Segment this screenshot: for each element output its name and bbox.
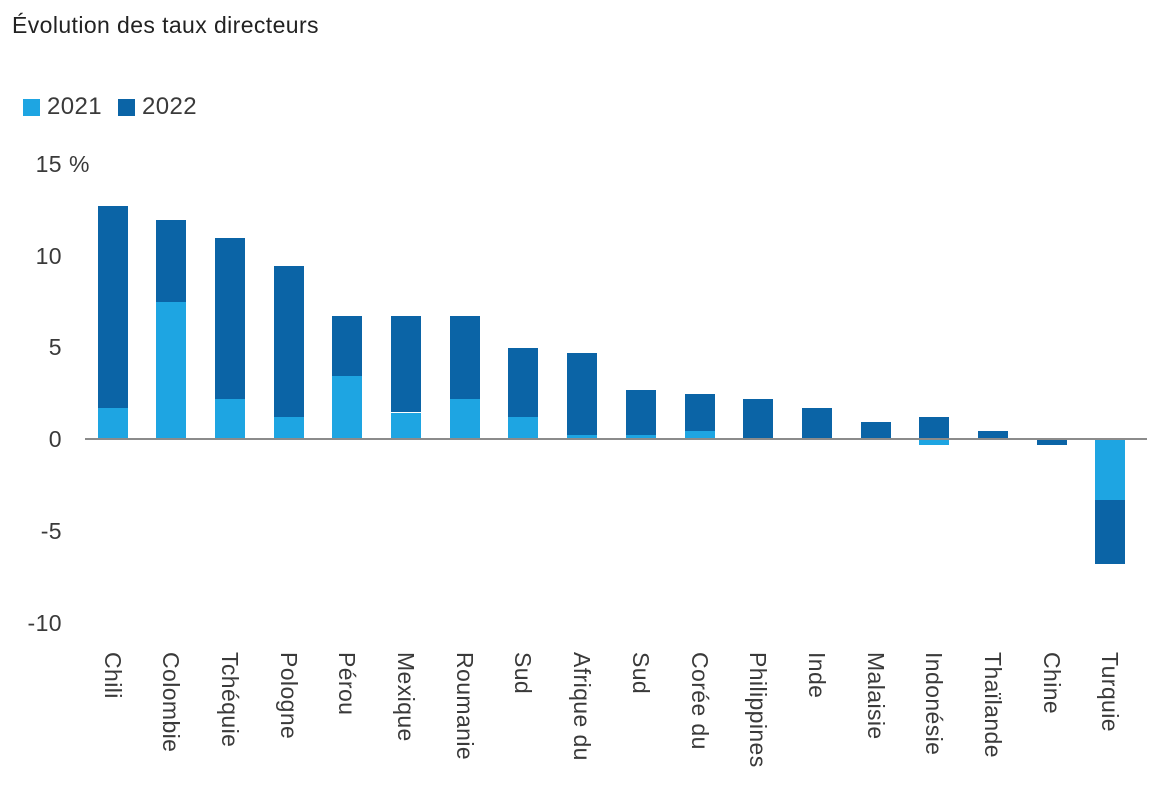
x-axis-label: Inde — [804, 652, 830, 699]
bar-segment-2021-chili — [98, 407, 128, 440]
bar-segment-2022-sud — [508, 348, 538, 418]
bar-segment-2021-cor-e-du — [685, 430, 715, 440]
x-axis-label: Malaisie — [863, 652, 889, 740]
x-axis-label: Corée du — [687, 652, 713, 750]
x-axis-label: Indonésie — [921, 652, 947, 756]
x-axis-line — [85, 438, 1147, 440]
bar-segment-2022-tha-lande — [978, 430, 1008, 440]
bar-segment-2022-sud — [626, 389, 656, 436]
legend-label-2021: 2021 — [47, 93, 102, 120]
bar-segment-2021-colombie — [156, 302, 186, 440]
legend-swatch-2021 — [23, 98, 40, 116]
legend-item-2022: 2022 — [118, 93, 197, 121]
legend-item-2021: 2021 — [23, 93, 102, 121]
y-axis-unit: % — [69, 151, 90, 177]
bar-segment-2021-pologne — [274, 417, 304, 440]
legend-swatch-2022 — [118, 98, 135, 116]
x-axis-label: Pologne — [276, 652, 302, 740]
bar-segment-2021-sud — [508, 417, 538, 440]
bar-segment-2022-malaisie — [861, 421, 891, 440]
legend: 2021 2022 — [23, 93, 197, 121]
x-axis-label: Thaïlande — [980, 652, 1006, 758]
bar-segment-2021-mexique — [391, 412, 421, 440]
x-axis-label: Chili — [100, 652, 126, 699]
bar-segment-2021-roumanie — [450, 398, 480, 440]
bar-segment-2022-indon-sie — [919, 417, 949, 440]
bar-segment-2022-pologne — [274, 265, 304, 418]
bar-segment-2022-roumanie — [450, 316, 480, 399]
x-axis-label: Mexique — [393, 652, 419, 742]
x-axis-label: Pérou — [334, 652, 360, 716]
bar-segment-2022-p-rou — [332, 316, 362, 376]
x-axis-label: Roumanie — [452, 652, 478, 761]
bar-segment-2022-colombie — [156, 219, 186, 303]
legend-label-2022: 2022 — [142, 93, 197, 120]
x-axis-label: Sud — [628, 652, 654, 695]
x-axis-label: Tchéquie — [217, 652, 243, 748]
x-axis-label: Sud — [510, 652, 536, 695]
y-axis-tick-15: 15 — [35, 151, 62, 177]
x-axis-label: Philippines — [745, 652, 771, 768]
bar-segment-2021-tch-quie — [215, 398, 245, 440]
x-axis-label: Turquie — [1097, 652, 1123, 732]
bar-segment-2022-philippines — [743, 398, 773, 440]
x-axis-label: Colombie — [158, 652, 184, 753]
x-axis-label: Chine — [1039, 652, 1065, 715]
chart-title: Évolution des taux directeurs — [12, 12, 319, 38]
bar-segment-2021-indon-sie — [919, 440, 949, 445]
bar-segment-2022-cor-e-du — [685, 394, 715, 431]
bar-segment-2021-sud — [626, 435, 656, 440]
y-axis-tick--10: -10 — [27, 610, 62, 636]
bar-segment-2022-mexique — [391, 316, 421, 413]
bar-segment-2022-turquie — [1095, 499, 1125, 564]
bar-segment-2022-inde — [802, 407, 832, 440]
y-axis-tick--5: -5 — [40, 518, 62, 544]
bar-segment-2021-afrique-du — [567, 435, 597, 440]
bar-segment-2021-p-rou — [332, 375, 362, 440]
bar-segment-2021-turquie — [1095, 440, 1125, 500]
y-axis-tick-0: 0 — [48, 426, 62, 452]
bar-segment-2022-chine — [1037, 440, 1067, 445]
y-axis-tick-10: 10 — [35, 243, 62, 269]
bar-segment-2022-chili — [98, 206, 128, 408]
x-axis-label: Afrique du — [569, 652, 595, 761]
y-axis-tick-5: 5 — [48, 334, 62, 360]
bar-segment-2022-afrique-du — [567, 352, 597, 436]
bar-segment-2022-tch-quie — [215, 238, 245, 399]
